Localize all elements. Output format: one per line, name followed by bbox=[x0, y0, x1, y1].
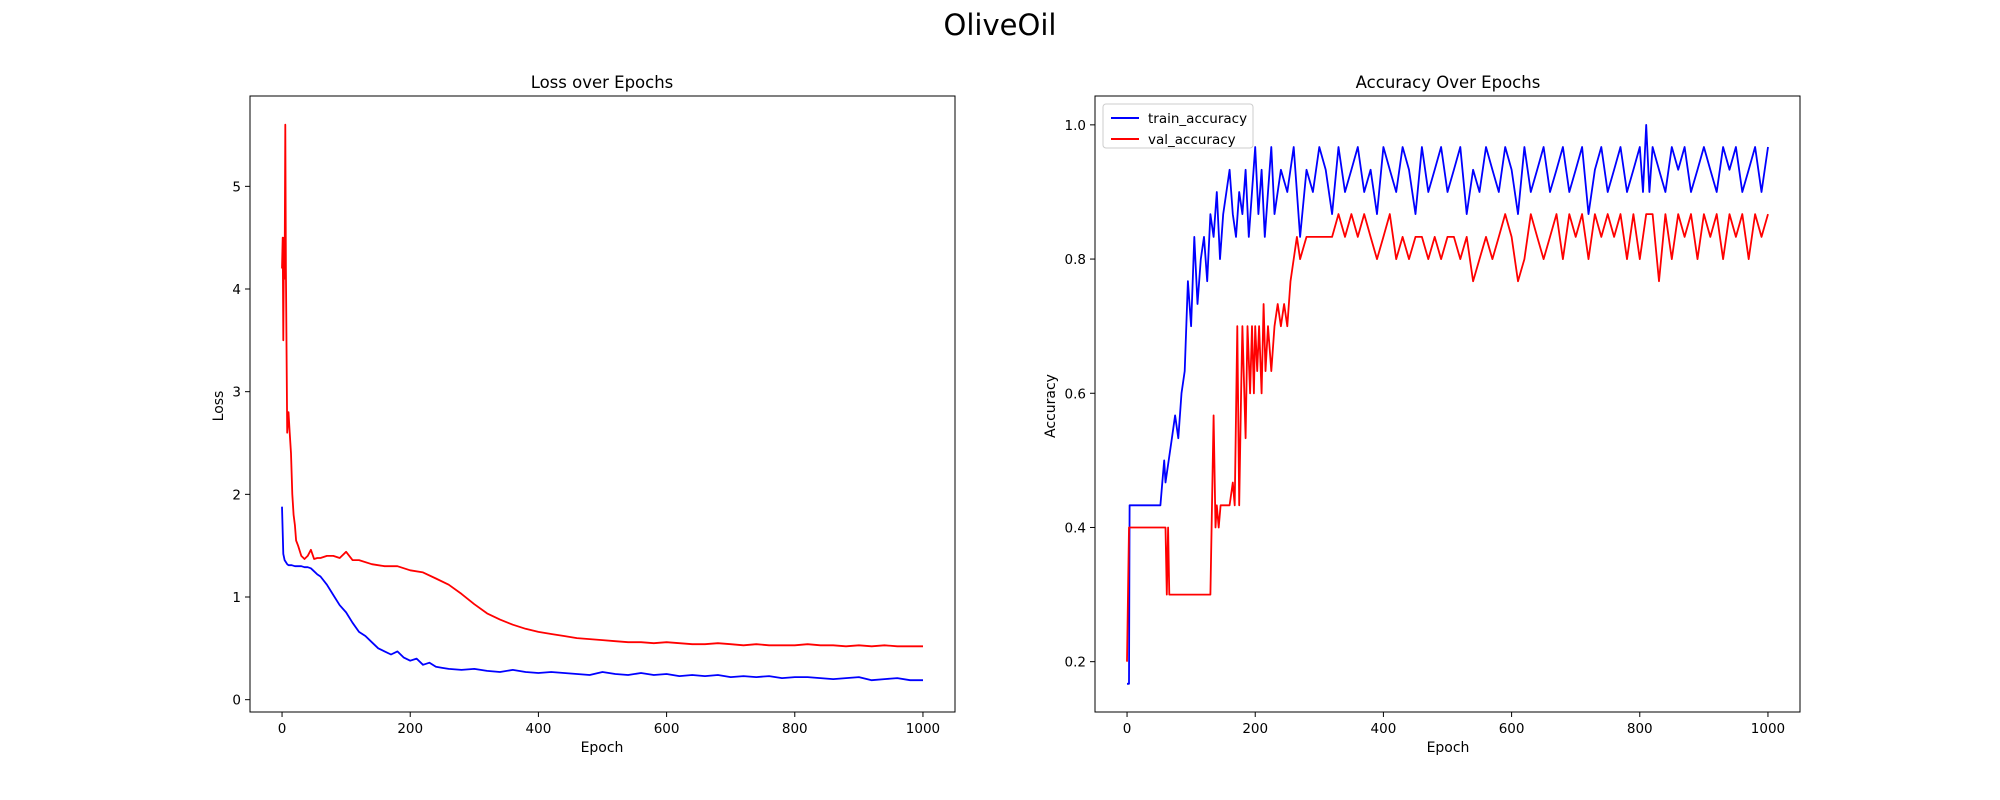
accuracy-x-tick-label: 0 bbox=[1123, 721, 1132, 737]
accuracy-series-line-val-accuracy bbox=[1126, 213, 1769, 662]
accuracy-x-axis-label: Epoch bbox=[1427, 740, 1470, 756]
accuracy-y-tick-label: 0.8 bbox=[1065, 252, 1086, 268]
loss-y-tick-label: 4 bbox=[232, 282, 241, 298]
accuracy-y-tick-label: 0.2 bbox=[1065, 655, 1086, 671]
loss-x-tick-label: 1000 bbox=[906, 721, 940, 737]
loss-x-axis-label: Epoch bbox=[581, 740, 624, 756]
accuracy-x-tick-label: 800 bbox=[1627, 721, 1653, 737]
loss-series-line-val bbox=[281, 123, 923, 648]
accuracy-x-tick-label: 600 bbox=[1499, 721, 1525, 737]
accuracy-y-tick-label: 1.0 bbox=[1065, 118, 1086, 134]
loss-chart: Loss over Epochs Epoch Loss 0 200 400 600 80… bbox=[211, 73, 956, 756]
loss-y-tick-label: 0 bbox=[232, 693, 241, 709]
accuracy-series-line-train-accuracy bbox=[1127, 124, 1769, 685]
accuracy-y-tick-label: 0.6 bbox=[1065, 386, 1086, 402]
loss-y-tick-label: 2 bbox=[232, 487, 241, 503]
figure-title: OliveOil bbox=[943, 8, 1057, 42]
loss-y-tick-label: 5 bbox=[232, 179, 241, 195]
accuracy-legend-label-val-accuracy: val_accuracy bbox=[1148, 132, 1236, 148]
accuracy-legend-box bbox=[1102, 103, 1254, 149]
accuracy-x-tick-label: 1000 bbox=[1751, 721, 1785, 737]
loss-x-tick-label: 600 bbox=[654, 721, 680, 737]
loss-plot-frame bbox=[249, 95, 956, 713]
loss-chart-title: Loss over Epochs bbox=[531, 73, 674, 92]
accuracy-chart: Accuracy Over Epochs Epoch Accuracy 0 200… bbox=[1043, 73, 1801, 756]
accuracy-x-tick-label: 400 bbox=[1371, 721, 1397, 737]
loss-x-tick-label: 0 bbox=[278, 721, 287, 737]
accuracy-y-tick-label: 0.4 bbox=[1065, 520, 1086, 536]
loss-x-tick-label: 200 bbox=[397, 721, 423, 737]
loss-y-tick-label: 1 bbox=[232, 590, 241, 606]
loss-y-axis-label: Loss bbox=[211, 391, 227, 422]
accuracy-legend: train_accuracy val_accuracy bbox=[1102, 103, 1254, 149]
loss-series-line-train bbox=[281, 506, 923, 682]
loss-x-tick-label: 400 bbox=[526, 721, 552, 737]
accuracy-chart-title: Accuracy Over Epochs bbox=[1356, 73, 1541, 92]
accuracy-y-axis-label: Accuracy bbox=[1043, 374, 1059, 438]
loss-x-tick-label: 800 bbox=[782, 721, 808, 737]
accuracy-x-tick-label: 200 bbox=[1242, 721, 1268, 737]
loss-y-tick-label: 3 bbox=[232, 385, 241, 401]
accuracy-legend-label-train-accuracy: train_accuracy bbox=[1148, 111, 1247, 127]
accuracy-plot-frame bbox=[1094, 95, 1801, 713]
